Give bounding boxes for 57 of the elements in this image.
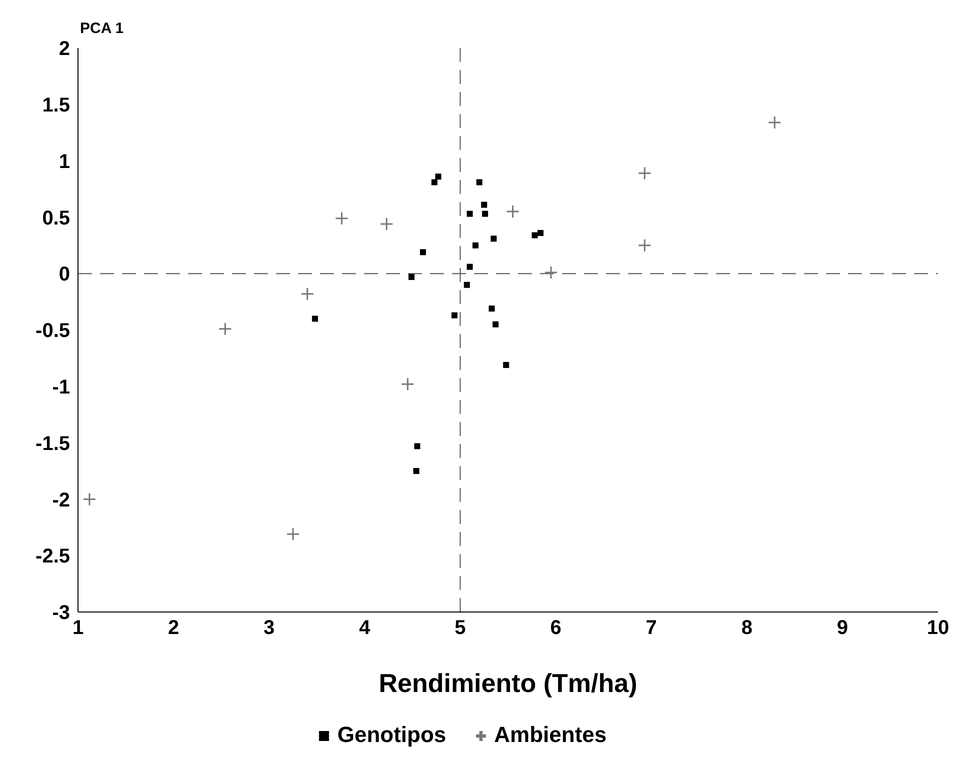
point — [472, 242, 479, 248]
point — [532, 232, 538, 238]
point — [414, 443, 420, 450]
point — [503, 362, 510, 368]
y-tick-label: 0 — [58, 264, 70, 286]
y-tick-label: -0.5 — [36, 320, 70, 342]
x-tick-label: 3 — [264, 617, 275, 640]
point — [451, 312, 458, 318]
y-tick-label: 1.5 — [42, 94, 70, 116]
x-tick-label: 4 — [359, 617, 372, 640]
legend-label: Ambientes — [494, 722, 607, 747]
point — [431, 179, 438, 186]
point — [312, 316, 318, 322]
point — [400, 377, 414, 391]
point — [488, 306, 495, 312]
point — [300, 287, 314, 301]
point — [506, 204, 520, 218]
x-tick-label: 8 — [741, 617, 752, 640]
point — [413, 468, 420, 474]
x-tick-label: 7 — [646, 617, 657, 640]
y-tick-label: -1 — [52, 376, 70, 398]
y-tick-label: -2.5 — [36, 546, 70, 568]
point — [638, 238, 652, 252]
point — [537, 230, 544, 236]
point — [435, 174, 442, 180]
y-tick-label: 2 — [58, 38, 70, 60]
y-tick-label: -3 — [52, 602, 70, 624]
point — [544, 266, 558, 280]
point — [420, 249, 426, 256]
point — [490, 236, 497, 242]
legend-label: Genotipos — [337, 722, 446, 747]
x-axis-title: Rendimiento (Tm/ha) — [378, 668, 638, 698]
point — [408, 274, 414, 280]
x-tick-label: 6 — [550, 617, 562, 640]
point — [638, 166, 652, 180]
y-axis-title: PCA 1 — [80, 20, 124, 37]
x-tick-label: 9 — [836, 617, 848, 640]
y-tick-label: 0.5 — [42, 207, 70, 230]
point — [481, 202, 488, 208]
point — [466, 210, 473, 217]
point — [464, 282, 470, 288]
y-tick-label: 1 — [58, 150, 70, 173]
y-tick-label: -1.5 — [36, 432, 70, 455]
point — [768, 116, 782, 130]
point — [476, 179, 482, 186]
point — [380, 217, 394, 231]
point — [82, 492, 96, 506]
x-tick-label: 2 — [168, 617, 180, 640]
point — [334, 212, 348, 226]
x-tick-label: 5 — [454, 617, 466, 640]
point — [286, 527, 300, 541]
x-tick-label: 10 — [926, 617, 950, 640]
y-tick-label: -2 — [52, 489, 70, 512]
point — [482, 210, 488, 217]
point — [218, 322, 232, 336]
point — [492, 321, 499, 328]
point — [466, 264, 473, 270]
